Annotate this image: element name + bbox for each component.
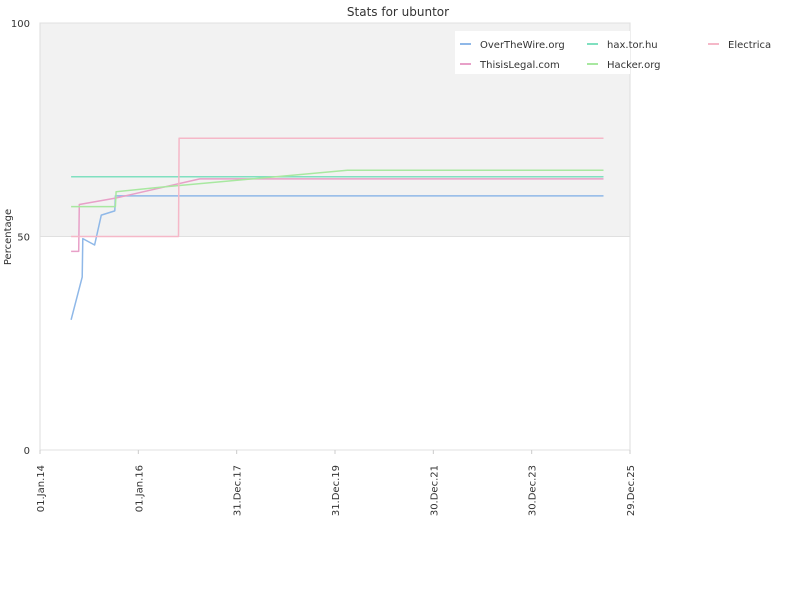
legend-label: OverTheWire.org — [480, 40, 565, 51]
x-tick-label: 01.Jan.14 — [36, 465, 47, 512]
x-axis-ticks: 01.Jan.14 01.Jan.16 31.Dec.17 31.Dec.19 30.D… — [36, 450, 637, 516]
x-tick-label: 30.Dec.23 — [528, 465, 539, 516]
legend-label: hax.tor.hu — [607, 40, 658, 51]
y-axis-label: Percentage — [3, 209, 14, 265]
x-tick-label: 31.Dec.17 — [233, 465, 244, 516]
series-line — [71, 169, 604, 208]
y-tick-label: 50 — [17, 233, 30, 244]
series-line — [71, 137, 604, 238]
legend-box — [455, 31, 630, 74]
chart-title: Stats for ubuntor — [347, 5, 449, 19]
legend: OverTheWire.org ThisisLegal.com hax.tor.hu… — [460, 40, 771, 71]
x-tick-label: 31.Dec.19 — [331, 465, 342, 516]
series-line — [71, 178, 604, 253]
y-tick-label: 100 — [11, 19, 30, 30]
y-axis-ticks: 0 50 100 — [11, 19, 30, 457]
x-tick-label: 30.Dec.21 — [429, 465, 440, 516]
y-tick-label: 0 — [24, 446, 30, 457]
x-tick-label: 01.Jan.16 — [134, 465, 145, 512]
legend-label: ThisisLegal.com — [479, 60, 560, 71]
series-lines — [70, 137, 604, 320]
legend-label: Electrica — [728, 40, 771, 51]
legend-label: Hacker.org — [607, 60, 661, 71]
x-tick-label: 29.Dec.25 — [626, 465, 637, 516]
